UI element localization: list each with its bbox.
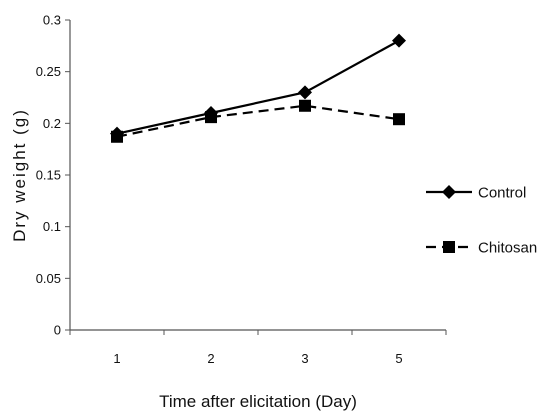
legend-label: Chitosan: [478, 240, 537, 257]
y-tick-label: 0.15: [36, 168, 61, 183]
x-tick-label: 1: [113, 351, 120, 366]
x-tick-label: 5: [395, 351, 402, 366]
legend-marker: [443, 241, 455, 253]
axis-ticks: [65, 19, 447, 335]
x-axis-title: Time after elicitation (Day): [159, 392, 357, 411]
data-point-chitosan: [393, 113, 405, 126]
y-tick-label: 0.2: [43, 116, 61, 131]
series-line-chitosan: [116, 104, 400, 138]
y-tick-label: 0.1: [43, 219, 61, 234]
data-point-control: [298, 85, 312, 100]
y-tick-label: 0: [54, 323, 61, 338]
legend: Control Chitosan: [426, 185, 537, 257]
y-tick-label: 0.3: [43, 13, 61, 28]
data-point-control: [392, 33, 406, 48]
legend-label: Control: [478, 185, 526, 202]
data-point-chitosan: [205, 111, 217, 124]
y-axis-title: Dry weight (g): [10, 108, 29, 242]
legend-marker: [442, 185, 456, 199]
legend-item-chitosan: Chitosan: [426, 240, 537, 257]
x-tick-label: 3: [301, 351, 308, 366]
y-tick-label: 0.25: [36, 64, 61, 79]
data-point-chitosan: [299, 99, 311, 112]
series-layer: [110, 33, 406, 143]
legend-item-control: Control: [426, 185, 526, 202]
tick-labels: 0 0.05 0.1 0.15 0.2 0.25 0.3 1 2 3 5: [36, 13, 403, 367]
axes: [69, 20, 446, 331]
x-tick-label: 2: [207, 351, 214, 366]
series-line-control: [116, 39, 400, 135]
data-point-chitosan: [111, 130, 123, 143]
y-tick-label: 0.05: [36, 271, 61, 286]
